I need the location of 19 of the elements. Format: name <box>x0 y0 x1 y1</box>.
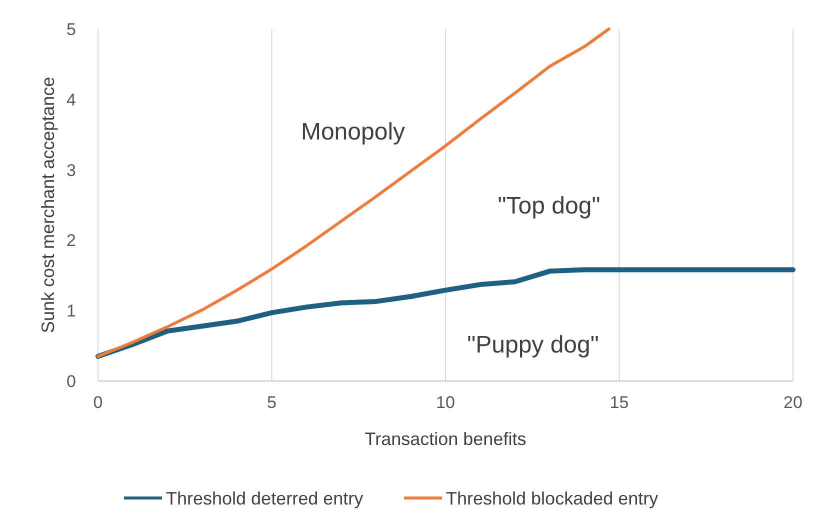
x-axis-title: Transaction benefits <box>364 429 526 449</box>
y-tick-label: 0 <box>66 372 76 391</box>
legend-label: Threshold blockaded entry <box>446 488 658 508</box>
annotation: Monopoly <box>300 118 406 146</box>
x-tick-label: 5 <box>267 393 276 412</box>
annotation: "Puppy dog" <box>467 331 599 358</box>
line-series <box>96 28 610 358</box>
legend-label: Threshold deterred entry <box>166 488 364 508</box>
x-tick-label: 0 <box>93 393 103 412</box>
x-tick-label: 15 <box>610 393 629 412</box>
y-tick-label: 5 <box>66 20 76 39</box>
y-tick-label: 2 <box>66 231 76 250</box>
y-tick-label: 1 <box>66 302 76 321</box>
y-tick-label: 4 <box>66 90 76 110</box>
y-tick-label: 3 <box>66 160 76 180</box>
annotation: "Top dog" <box>498 192 600 220</box>
y-axis-title: Sunk cost merchant acceptance <box>38 76 58 334</box>
x-tick-label: 20 <box>784 393 802 412</box>
x-tick-label: 10 <box>436 393 455 412</box>
